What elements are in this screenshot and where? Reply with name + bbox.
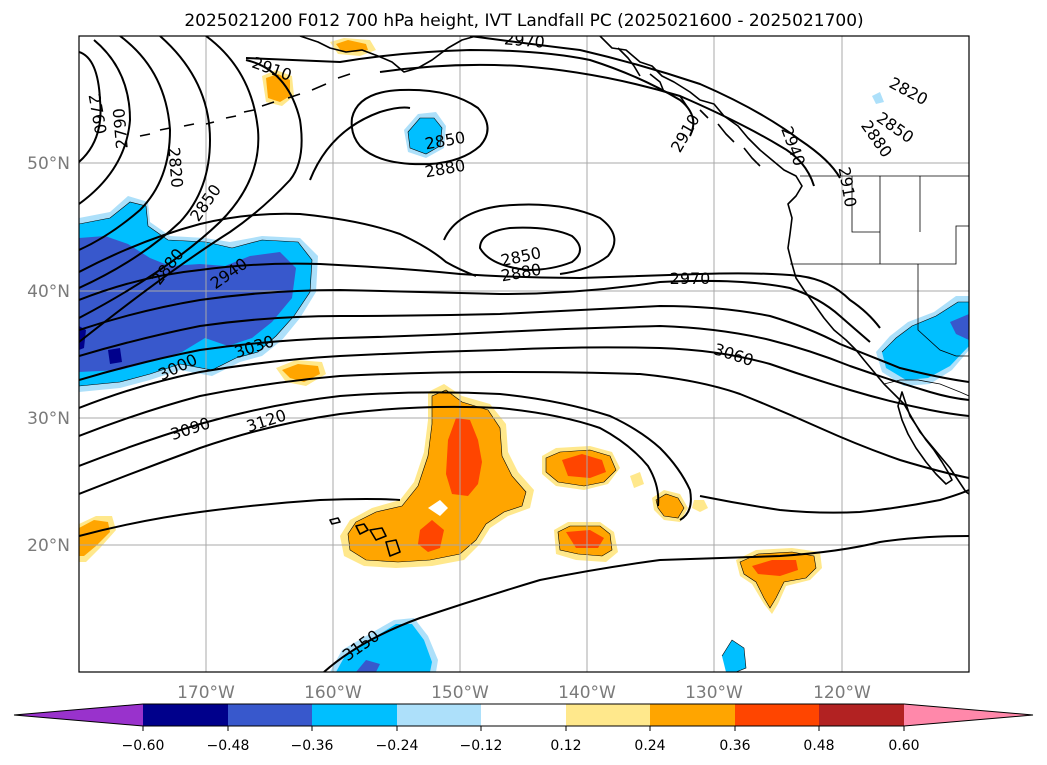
- contour-2850-low: [350, 88, 489, 166]
- contour-2880-west: [79, 36, 260, 319]
- ivt-positive-h-mid: [79, 520, 110, 556]
- ivt-positive-hole: [428, 500, 448, 516]
- graticule: [79, 36, 969, 672]
- baja-coast: [897, 391, 953, 485]
- contour-2790: [79, 39, 132, 205]
- contour-2910: [79, 59, 303, 343]
- lon-label-160w: 160°W: [304, 683, 362, 703]
- contour-2970: [79, 279, 871, 343]
- mexico-border: [883, 379, 969, 397]
- contour-label-2820: 2820: [164, 146, 186, 188]
- ivt-outlines: [79, 117, 969, 672]
- longitude-labels: 170°W 160°W 150°W 140°W 130°W 120°W: [177, 683, 871, 703]
- contour-2880-south: [443, 203, 616, 275]
- colorbar-segment: [397, 704, 481, 726]
- height-contours: [79, 36, 969, 672]
- colorbar-tick-label: −0.60: [122, 738, 165, 754]
- ivt-negative-small: [722, 640, 746, 672]
- contour-2820: [79, 36, 172, 251]
- contour-2940-north: [379, 63, 815, 187]
- ivt-positive-strong: [418, 418, 482, 552]
- contour-label-2970-n: 2970: [503, 29, 545, 51]
- colorbar-tick-label: 0.24: [634, 738, 665, 754]
- colorbar-tick-label: −0.24: [376, 738, 419, 754]
- coastlines: [139, 36, 969, 557]
- colorbar-tick-label: 0.12: [550, 738, 581, 754]
- colorbar-tick-label: 0.48: [803, 738, 834, 754]
- map-frame: [78, 35, 970, 673]
- colorbar-extend-high: [904, 704, 1033, 726]
- lat-label-50n: 50°N: [27, 154, 70, 174]
- contour-3150-south: [79, 498, 401, 537]
- alaska-coast: [299, 36, 477, 73]
- contour-3090: [79, 370, 969, 479]
- hawaii-islands: [329, 517, 401, 557]
- ivt-negative-gulf-mid: [408, 118, 442, 154]
- lon-label-170w: 170°W: [177, 683, 235, 703]
- colorbar-segment: [735, 704, 819, 726]
- contour-3030: [79, 324, 969, 401]
- contour-3060: [79, 346, 969, 417]
- contour-3120-south: [323, 535, 969, 672]
- ivt-negative-strong: [79, 236, 296, 372]
- contour-2880-band: [79, 212, 477, 277]
- colorbar-tick-label: 0.60: [888, 738, 919, 754]
- colorbar-segment: [312, 704, 397, 726]
- contour-2850-west: [79, 36, 212, 289]
- colorbar-segment: [650, 704, 735, 726]
- ivt-positive-g-mid: [336, 40, 368, 52]
- colorbar-ticks: [142, 726, 905, 731]
- lon-label-130w: 130°W: [685, 683, 743, 703]
- contour-3090-east: [699, 489, 969, 514]
- ivt-positive-c-mid: [656, 494, 684, 518]
- ivt-negative-tiny: [872, 92, 884, 104]
- contour-3000: [79, 304, 969, 383]
- colorbar-segment: [481, 704, 566, 726]
- contour-label-2970: 2970: [670, 269, 711, 288]
- ivt-negative-south-mid: [336, 624, 432, 672]
- ivt-positive-e-mid: [282, 364, 320, 382]
- ivt-positive-f-mid: [266, 74, 290, 102]
- lat-label-30n: 30°N: [27, 409, 70, 429]
- ivt-negative-core: [79, 326, 122, 364]
- aleutian-islands: [139, 73, 351, 137]
- us-state-borders: [790, 176, 969, 357]
- lon-label-120w: 120°W: [813, 683, 871, 703]
- contour-2970-north: [469, 36, 841, 179]
- lat-label-40n: 40°N: [27, 282, 70, 302]
- contour-2910-north: [245, 48, 695, 137]
- contour-2760: [79, 51, 102, 163]
- colorbar-segment: [566, 704, 650, 726]
- lon-label-150w: 150°W: [431, 683, 489, 703]
- latitude-labels: 50°N 40°N 30°N 20°N: [27, 154, 70, 556]
- ivt-negative-coast-mid: [882, 302, 969, 380]
- lat-label-20n: 20°N: [27, 536, 70, 556]
- ivt-positive-d-strong: [752, 560, 798, 576]
- colorbar-segment: [228, 704, 312, 726]
- ivt-positive-a-strong: [562, 454, 606, 478]
- ivt-positive-dot: [630, 472, 644, 488]
- colorbar-segment: [143, 704, 228, 726]
- colorbar-tick-label: −0.12: [460, 738, 503, 754]
- contour-2880-ring: [309, 106, 411, 181]
- ivt-positive-mid: [348, 390, 526, 562]
- contour-3150: [79, 405, 660, 507]
- colorbar-extend-low: [14, 704, 143, 726]
- colorbar-tick-label: −0.48: [207, 738, 250, 754]
- contour-label-2790: 2790: [109, 107, 131, 149]
- contour-2850-south: [478, 226, 581, 272]
- colorbar-tick-label: −0.36: [291, 738, 334, 754]
- colorbar-tick-label: 0.36: [719, 738, 750, 754]
- ivt-positive-dot2: [692, 500, 708, 512]
- ivt-positive-b-strong: [566, 530, 604, 548]
- colorbar-segment: [819, 704, 904, 726]
- colorbar: −0.60 −0.48 −0.36 −0.24 −0.12 0.12 0.24 …: [13, 703, 1034, 754]
- lon-label-140w: 140°W: [558, 683, 616, 703]
- contour-3120: [79, 391, 692, 521]
- ivt-negative-coast-strong: [950, 314, 969, 340]
- ivt-negative-south-strong: [356, 660, 380, 672]
- figure-title: 2025021200 F012 700 hPa height, IVT Land…: [184, 11, 863, 31]
- contour-2940: [79, 262, 881, 329]
